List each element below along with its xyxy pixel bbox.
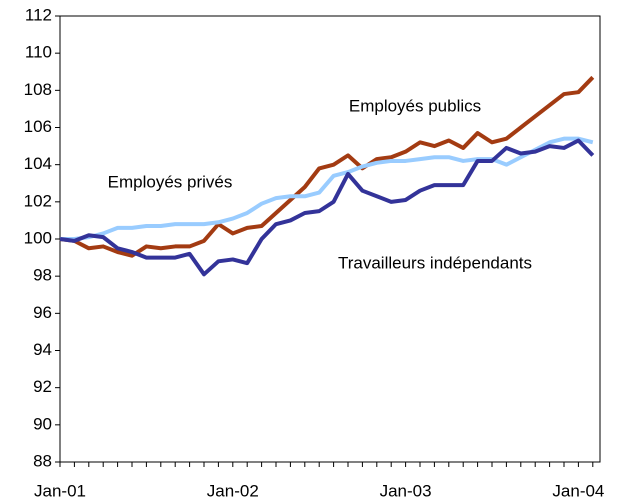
- series-label: Employés privés: [108, 172, 233, 191]
- y-tick-label: 108: [24, 80, 52, 99]
- series-label: Employés publics: [349, 96, 481, 115]
- y-tick-label: 110: [25, 43, 52, 62]
- y-tick-label: 112: [25, 5, 52, 24]
- x-tick-label: Jan-04: [552, 481, 604, 500]
- x-tick-label: Jan-02: [207, 481, 259, 500]
- y-tick-label: 96: [33, 303, 52, 322]
- y-tick-label: 102: [24, 191, 52, 210]
- y-tick-label: 90: [33, 414, 52, 433]
- series-label: Travailleurs indépendants: [338, 253, 532, 272]
- series-line: [59, 75, 595, 258]
- series-line: [59, 138, 595, 277]
- y-tick-label: 92: [33, 377, 52, 396]
- y-tick-label: 88: [33, 451, 52, 470]
- plot-frame: [59, 15, 601, 463]
- x-tick-label: Jan-03: [380, 481, 432, 500]
- y-tick-label: 100: [24, 228, 52, 247]
- y-tick-label: 98: [33, 266, 52, 285]
- y-tick-label: 106: [24, 117, 52, 136]
- y-tick-label: 104: [24, 154, 52, 173]
- x-tick-label: Jan-01: [34, 481, 86, 500]
- y-tick-label: 94: [33, 340, 52, 359]
- series-line: [60, 136, 594, 241]
